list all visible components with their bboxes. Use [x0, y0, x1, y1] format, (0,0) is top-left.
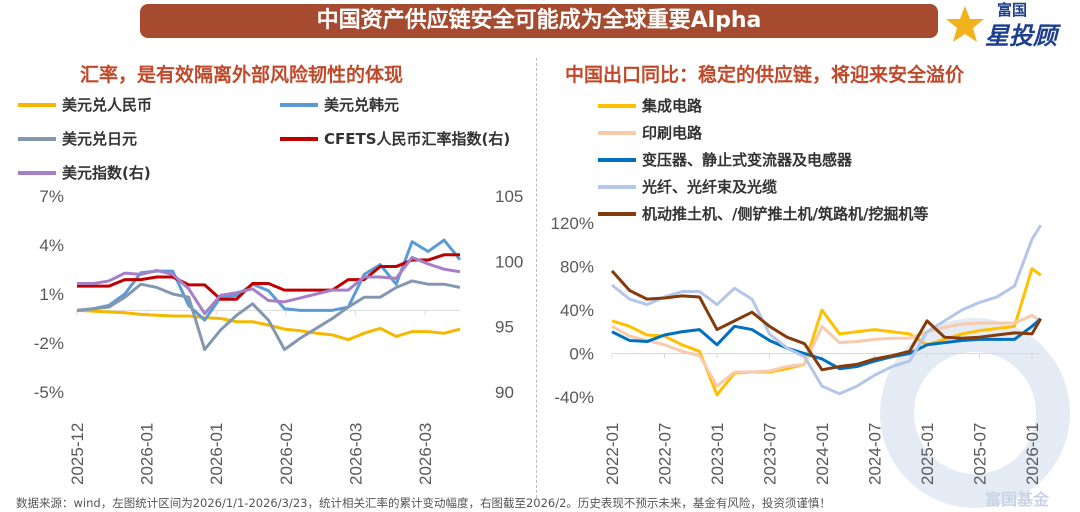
x-tick-label: 2025-07 — [971, 423, 990, 485]
legend-label: 机动推土机、/侧铲推土机/筑路机/挖掘机等 — [642, 205, 929, 223]
series-line — [76, 279, 461, 352]
y-tick-label: 0% — [569, 345, 594, 364]
logo: 富国 星投顾 — [945, 2, 1075, 52]
series-line — [76, 238, 462, 322]
y-left-tick-label: -2% — [34, 334, 64, 353]
y-right-tick-label: 95 — [495, 318, 514, 337]
series-line — [611, 317, 1042, 371]
legend-label: 美元兑人民币 — [62, 96, 153, 114]
legend-item: 美元兑日元 — [18, 128, 137, 149]
x-tick-label: 2026-01 — [207, 423, 226, 485]
legend-item: 光纤、光纤束及光缆 — [598, 176, 777, 197]
x-tick-label: 2026-03 — [346, 423, 365, 485]
star-icon — [946, 6, 984, 42]
legend-item: 印刷电路 — [598, 122, 702, 143]
y-left-tick-label: -5% — [34, 383, 64, 402]
legend-label: 美元兑日元 — [62, 130, 138, 148]
footer-source: 数据来源：wind，左图统计区间为2026/1/1-2026/3/23，统计相关… — [16, 496, 831, 510]
x-tick-label: 2024-01 — [813, 423, 832, 485]
legend-swatch — [18, 170, 56, 175]
y-left-tick-label: 4% — [39, 236, 64, 255]
legend-label: 美元兑韩元 — [324, 96, 400, 114]
x-tick-label: 2026-01 — [1023, 423, 1042, 485]
y-tick-label: 40% — [560, 301, 594, 320]
legend-label: 光纤、光纤束及光缆 — [642, 178, 778, 196]
series-line — [611, 313, 1042, 388]
x-tick-label: 2026-03 — [416, 423, 435, 485]
series-line — [77, 255, 461, 316]
y-left-tick-label: 7% — [39, 187, 64, 206]
legend-item: 美元兑人民币 — [18, 94, 152, 115]
legend-item: 美元兑韩元 — [280, 94, 399, 115]
legend-swatch — [598, 184, 636, 189]
x-tick-label: 2022-01 — [603, 423, 622, 485]
legend-item: 变压器、静止式变流器及电感器 — [598, 149, 852, 170]
legend-swatch — [598, 211, 636, 216]
y-left-tick-label: 1% — [39, 285, 64, 304]
series-line — [77, 253, 460, 301]
legend-label: 集成电路 — [642, 97, 703, 115]
legend-swatch — [598, 130, 636, 135]
x-tick-label: 2025-01 — [918, 423, 937, 485]
watermark-text: 富国基金 — [985, 490, 1050, 509]
y-tick-label: 80% — [560, 258, 594, 277]
legend-swatch — [598, 103, 636, 108]
y-right-tick-label: 100 — [495, 252, 523, 271]
x-tick-label: 2026-01 — [138, 423, 157, 485]
legend-swatch — [280, 102, 318, 107]
y-tick-label: -40% — [554, 388, 594, 407]
legend-swatch — [280, 136, 318, 141]
y-right-tick-label: 90 — [495, 383, 514, 402]
divider — [536, 58, 537, 498]
legend-label: 变压器、静止式变流器及电感器 — [642, 151, 853, 169]
right-chart-subtitle: 中国出口同比：稳定的供应链，将迎来安全溢价 — [565, 64, 965, 86]
x-tick-label: 2023-01 — [708, 423, 727, 485]
legend-label: CFETS人民币汇率指数(右) — [324, 130, 511, 148]
legend-item: 美元指数(右) — [18, 162, 151, 183]
legend-label: 印刷电路 — [642, 124, 703, 142]
title-banner: 中国资产供应链安全可能成为全球重要Alpha — [140, 4, 938, 38]
logo-small-text: 富国 — [997, 1, 1028, 19]
legend-label: 美元指数(右) — [62, 164, 151, 182]
legend-swatch — [18, 102, 56, 107]
legend-item: 集成电路 — [598, 95, 702, 116]
legend-item: CFETS人民币汇率指数(右) — [280, 128, 510, 149]
y-right-tick-label: 105 — [495, 187, 523, 206]
x-tick-label: 2025-12 — [68, 423, 87, 485]
left-chart-subtitle: 汇率，是有效隔离外部风险韧性的体现 — [80, 64, 404, 86]
logo-big-text: 星投顾 — [985, 22, 1057, 50]
x-tick-label: 2024-07 — [866, 423, 885, 485]
series-line — [611, 267, 1042, 397]
series-line — [610, 269, 1043, 372]
series-line — [611, 224, 1043, 396]
x-tick-label: 2023-07 — [761, 423, 780, 485]
legend-item: 机动推土机、/侧铲推土机/筑路机/挖掘机等 — [598, 203, 928, 224]
x-tick-label: 2026-02 — [277, 423, 296, 485]
series-line — [76, 308, 461, 342]
y-tick-label: 120% — [551, 214, 594, 233]
legend-swatch — [598, 157, 636, 162]
legend-swatch — [18, 136, 56, 141]
x-tick-label: 2022-07 — [656, 423, 675, 485]
